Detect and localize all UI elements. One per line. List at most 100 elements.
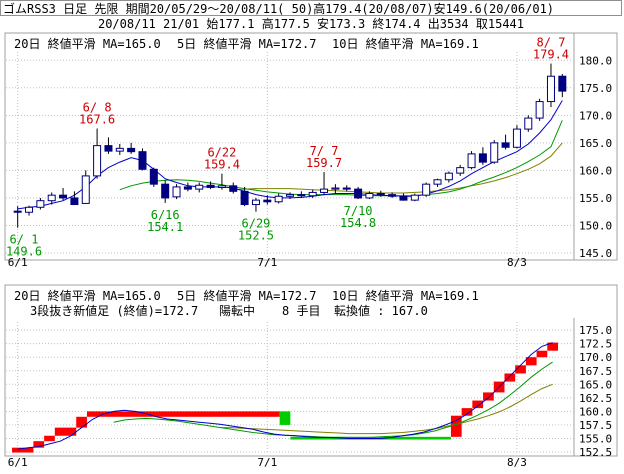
candle-body — [422, 183, 431, 196]
low-annotation-date: 6/ 1 — [10, 233, 39, 247]
up-block — [536, 350, 548, 358]
high-annotation-date: 7/ 7 — [310, 144, 339, 158]
candle-body — [399, 195, 408, 201]
upper-y-tick: 170.0 — [579, 109, 612, 122]
candle-body — [229, 185, 238, 192]
up-block — [44, 435, 55, 442]
candle-body — [456, 167, 465, 174]
up-block — [54, 427, 77, 436]
candle-body — [308, 191, 317, 197]
candle-body — [512, 128, 521, 148]
candle-body — [115, 147, 124, 152]
candle-body — [263, 199, 272, 203]
lower-x-tick: 7/1 — [257, 456, 277, 469]
candle-body — [535, 101, 544, 119]
candle-body — [410, 194, 419, 201]
candle-body — [251, 199, 260, 206]
candle-body — [478, 153, 487, 163]
candle-body — [172, 186, 181, 198]
lower-y-tick: 170.0 — [579, 351, 612, 364]
candle-body — [104, 145, 113, 152]
high-annotation-value: 179.4 — [533, 48, 569, 62]
candle-body — [376, 193, 385, 196]
candle-body — [444, 172, 453, 181]
candle-body — [127, 147, 136, 153]
upper-ma20-line — [233, 142, 563, 194]
up-block — [33, 441, 45, 448]
lower-y-tick: 172.5 — [579, 338, 612, 351]
candle-body — [240, 190, 249, 206]
candle-body — [354, 188, 363, 199]
lower-y-tick: 167.5 — [579, 365, 612, 378]
up-block — [472, 400, 484, 409]
candle-body — [13, 210, 22, 213]
high-annotation-value: 159.7 — [306, 156, 342, 170]
high-annotation-date: 8/ 7 — [537, 36, 566, 50]
candle-body — [138, 151, 147, 170]
high-annotation-value: 159.4 — [204, 158, 240, 172]
candle-body — [70, 197, 79, 206]
up-block — [76, 416, 87, 428]
candle-body — [320, 188, 329, 193]
upper-y-tick: 160.0 — [579, 164, 612, 177]
header-ohlc-line: 20/08/11 21/01 始177.1 高177.5 安173.3 終174… — [0, 16, 622, 32]
lower-x-tick: 8/3 — [507, 456, 527, 469]
upper-x-tick: 6/1 — [8, 256, 28, 269]
lower-legend-ma5: 5日 終値平滑 MA=172.7 — [177, 288, 316, 303]
lower-ma5-line — [17, 342, 553, 450]
candle-body — [25, 206, 34, 213]
candle-body — [206, 184, 215, 188]
low-annotation-date: 7/10 — [344, 204, 373, 218]
up-block — [547, 342, 558, 351]
candle-body — [59, 194, 68, 199]
down-block — [279, 411, 291, 425]
candle-body — [183, 186, 192, 190]
candle-body — [149, 168, 158, 185]
low-annotation-date: 6/29 — [242, 217, 271, 231]
lower-info-label: 3段抜き新値足 (終値)=172.7 — [30, 303, 198, 318]
candle-body — [195, 184, 204, 190]
candle-body — [524, 117, 533, 130]
candle-body — [388, 194, 397, 197]
low-annotation-value: 154.1 — [147, 220, 183, 234]
legend-ma5: 5日 終値平滑 MA=172.7 — [177, 36, 316, 51]
up-block — [525, 357, 537, 366]
candle-body — [365, 193, 374, 199]
lower-x-tick: 6/1 — [8, 456, 28, 469]
candle-body — [501, 142, 510, 148]
candle-body — [274, 195, 283, 203]
candle-body — [433, 179, 442, 185]
lower-y-tick: 152.5 — [579, 446, 612, 459]
lower-y-tick: 155.0 — [579, 432, 612, 445]
upper-y-tick: 150.0 — [579, 219, 612, 232]
lower-ma20-line — [220, 383, 553, 435]
high-annotation-date: 6/ 8 — [83, 101, 112, 115]
upper-y-tick: 155.0 — [579, 192, 612, 205]
up-block — [461, 408, 473, 416]
candle-body — [81, 175, 90, 204]
lower-y-tick: 175.0 — [579, 324, 612, 337]
candle-body — [297, 194, 306, 197]
upper-y-tick: 175.0 — [579, 82, 612, 95]
upper-x-tick: 8/3 — [507, 256, 527, 269]
candle-body — [342, 187, 351, 190]
header-period-line: ゴムRSS3 日足 先限 期間20/05/29～20/08/11( 50)高17… — [0, 0, 622, 16]
candle-body — [93, 145, 102, 177]
up-block — [86, 411, 280, 417]
candle-body — [558, 75, 567, 92]
low-annotation-value: 154.8 — [340, 216, 376, 230]
lower-y-tick: 162.5 — [579, 392, 612, 405]
high-annotation-date: 6/22 — [207, 146, 236, 160]
up-block — [450, 415, 462, 437]
lower-info-count: 8 手目 — [282, 304, 320, 318]
candle-body — [331, 187, 340, 190]
candle-body — [36, 200, 45, 208]
candle-body — [490, 142, 499, 163]
lower-y-tick: 157.5 — [579, 419, 612, 432]
candle-body — [467, 153, 476, 169]
candle-body — [47, 194, 56, 202]
up-block — [483, 392, 494, 401]
candle-body — [546, 75, 555, 103]
lower-info-turn: 陽転中 — [219, 303, 255, 318]
